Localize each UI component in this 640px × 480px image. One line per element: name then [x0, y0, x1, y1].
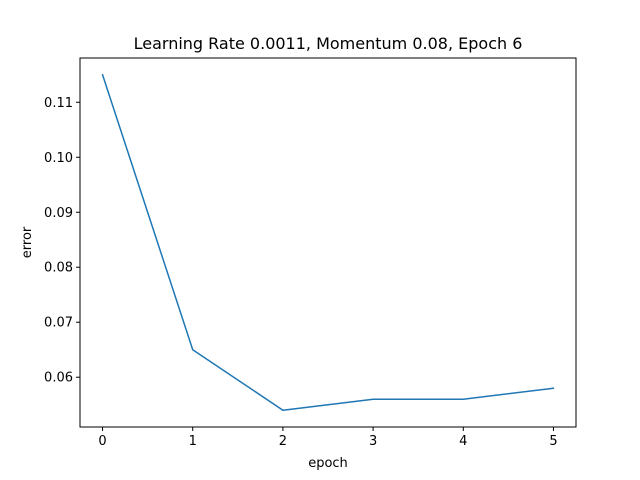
- x-tick-label: 3: [369, 434, 377, 449]
- data-point: [462, 398, 465, 401]
- series-line: [101, 74, 554, 411]
- x-axis-label: epoch: [308, 456, 348, 471]
- plot-area: [80, 58, 576, 427]
- data-point: [552, 387, 555, 390]
- plot-frame: [79, 57, 577, 428]
- chart-title: Learning Rate 0.0011, Momentum 0.08, Epo…: [134, 34, 523, 53]
- x-tick-label: 4: [459, 434, 467, 449]
- data-point: [282, 409, 284, 412]
- data-point: [191, 348, 194, 351]
- data-point: [101, 73, 104, 76]
- y-tick-label: 0.09: [44, 206, 73, 221]
- y-tick-label: 0.11: [44, 96, 73, 111]
- y-tick-label: 0.06: [44, 371, 73, 386]
- data-point: [372, 398, 374, 401]
- y-axis-label: error: [20, 226, 35, 258]
- x-tick-label: 0: [98, 434, 106, 449]
- y-tick-label: 0.08: [44, 261, 73, 276]
- y-axis-ticks: 0.06 0.07 0.08 0.09 0.10 0.11: [44, 96, 80, 386]
- y-tick-label: 0.10: [44, 151, 73, 166]
- x-tick-label: 2: [279, 434, 287, 449]
- series-layer: [101, 73, 555, 412]
- x-tick-label: 1: [189, 434, 197, 449]
- x-tick-label: 5: [549, 434, 557, 449]
- x-axis-ticks: 0 1 2 3 4 5: [98, 427, 558, 449]
- y-tick-label: 0.07: [44, 316, 73, 331]
